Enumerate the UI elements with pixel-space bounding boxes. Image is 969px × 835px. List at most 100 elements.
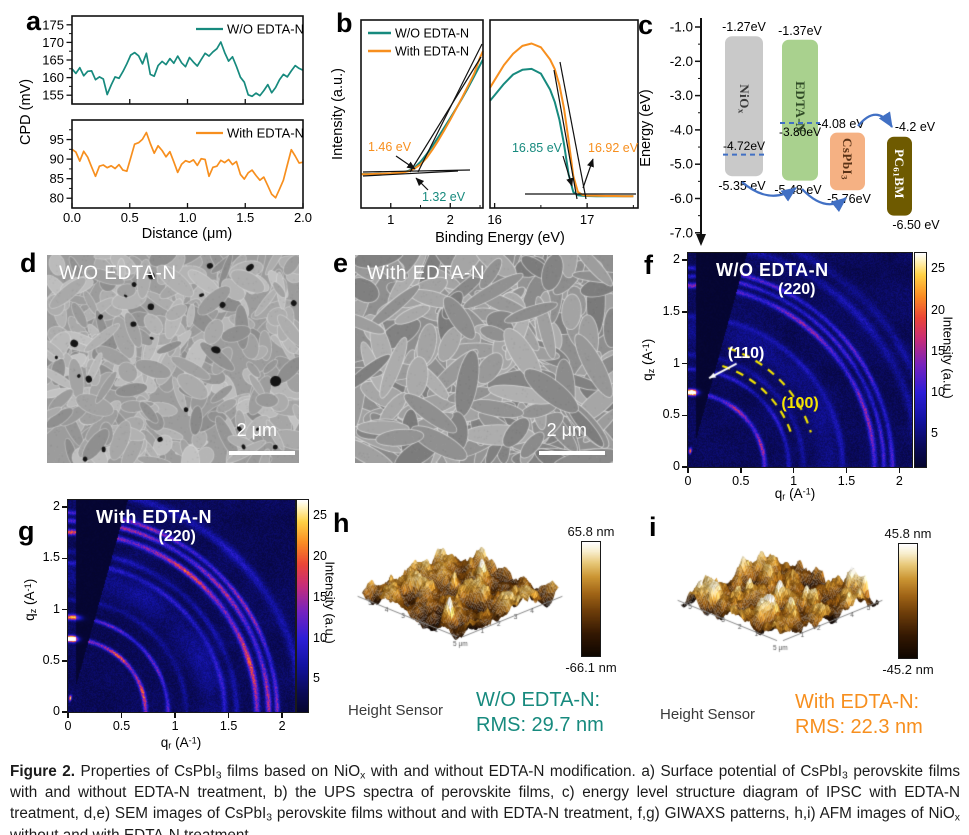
giwaxs-peak-label: (220): [158, 527, 196, 545]
x-tick-label: 16: [487, 212, 501, 227]
x-tick-label: 0.0: [63, 210, 81, 225]
x-tick-label: 1.0: [178, 210, 196, 225]
right-teal-curve: [489, 67, 634, 198]
panel-a-cpd: a 155 160 165 170 175 W/O EDTA-N 80 85 90 95 With …: [0, 0, 330, 248]
y-tick-mark: [682, 414, 687, 417]
colorbar-f: [914, 252, 927, 468]
fit-baseline: [362, 169, 471, 173]
sem-image-wrap-e: With EDTA-N 2 μm: [355, 255, 613, 463]
x-tick-label: 0.5: [112, 719, 131, 733]
sem-overlay-title-e: With EDTA-N: [367, 263, 486, 284]
cbar-tick-label: 5: [313, 671, 320, 686]
x-tick-label: 1.5: [837, 474, 856, 488]
x-tick-label: 1.5: [236, 210, 254, 225]
transfer-arrow: [857, 111, 893, 128]
x-tick-label: 1: [171, 719, 179, 733]
fermi-label: -4.72eV: [723, 139, 765, 153]
energy-tick-label: -7.0: [670, 225, 693, 240]
y-tick-label: 95: [50, 132, 64, 147]
energy-tick-label: -5.0: [670, 157, 693, 172]
axis-arrowhead: [696, 234, 706, 246]
energy-level-diagram: -1.0 -2.0 -3.0 -4.0 -5.0 -6.0 -7.0 Energy (eV) -…: [638, 18, 940, 246]
energy-tick-label: -3.0: [670, 88, 693, 103]
x-axis-label: Distance (μm): [142, 226, 233, 242]
cbar-tick-label: 20: [931, 302, 945, 317]
y-tick-label: 1.5: [662, 303, 680, 318]
x-tick-mark: [281, 713, 283, 718]
legend-label: W/O EDTA-N: [395, 27, 469, 41]
energy-bottom-label: -5.35 eV: [718, 179, 766, 193]
x-tick-mark: [898, 468, 901, 473]
y-tick-label: 2: [53, 499, 60, 514]
energy-bar: [830, 132, 865, 191]
panel-letter-h: h: [333, 508, 350, 538]
y-tick-label: 175: [42, 17, 64, 32]
cbar-tick-label: 20: [313, 549, 327, 564]
y-tick-label: 1: [673, 355, 680, 370]
giwaxs-peak-label: (100): [781, 394, 819, 412]
energy-bar: [725, 36, 763, 177]
height-sensor-label-h: Height Sensor: [348, 702, 444, 719]
giwaxs-peak-label: (220): [778, 281, 816, 299]
y-tick-label: 160: [42, 70, 64, 85]
energy-top-label: -1.37eV: [778, 24, 822, 38]
x-tick-mark: [174, 713, 176, 718]
rms-line1-h: W/O EDTA-N:: [476, 689, 601, 711]
y-tick-label: 170: [42, 35, 64, 50]
left-teal-curve: [360, 59, 484, 176]
energy-top-label: -4.2 eV: [895, 120, 936, 134]
height-sensor-label-i: Height Sensor: [660, 706, 756, 723]
panel-letter-i: i: [649, 512, 657, 542]
cbar-tick-label: 25: [313, 508, 327, 523]
cbar-tick-label: 25: [931, 261, 945, 276]
cbar-tick-label: 15: [931, 343, 945, 358]
rms-line2-h: RMS: 29.7 nm: [476, 714, 604, 736]
afm-3d-image-i: [675, 526, 885, 696]
panel-g-giwaxs: g With EDTA-N (220) qz (A-1) qr (A-1) In…: [0, 495, 345, 762]
panel-letter-c: c: [638, 10, 654, 40]
x-tick-label: 1: [790, 474, 798, 488]
y-tick-mark: [62, 711, 67, 713]
giwaxs-title-f: W/O EDTA-N: [716, 260, 829, 280]
sem-overlay-title-d: W/O EDTA-N: [59, 263, 177, 284]
transfer-arrow: [741, 181, 797, 202]
transfer-arrow: [801, 188, 847, 213]
axes-box: [489, 19, 639, 209]
giwaxs-pattern-g: [67, 499, 296, 713]
height-colorbar-h: [581, 541, 601, 657]
scalebar-label-d: 2 μm: [236, 420, 277, 440]
scalebar-line-d: [229, 451, 295, 455]
fit-slope: [559, 61, 587, 200]
x-tick-label: 0.5: [732, 474, 750, 488]
qr-axis-label-g: qr (A-1): [160, 735, 202, 751]
energy-tick-label: -4.0: [670, 122, 693, 137]
panel-h-afm: h 65.8 nm -66.1 nm Height Sensor W/O EDT…: [330, 500, 650, 762]
giwaxs-title-g: With EDTA-N: [96, 507, 212, 527]
y-tick-mark: [682, 362, 687, 365]
x-tick-mark: [227, 713, 230, 718]
x-axis-label: Binding Energy (eV): [435, 230, 565, 246]
energy-top-label: -4.08 eV: [817, 117, 865, 131]
y-tick-label: 0: [53, 704, 60, 718]
wo-edtan-line: [71, 41, 304, 98]
sem-image-d: [47, 255, 299, 463]
panel-i-afm: i 45.8 nm -45.2 nm Height Sensor With ED…: [645, 500, 969, 762]
x-tick-label: 2: [278, 719, 286, 733]
colorbar-g: [296, 499, 309, 713]
height-min-label-h: -66.1 nm: [565, 660, 617, 675]
energy-tick-label: -2.0: [670, 54, 693, 69]
y-axis-label: CPD (mV): [18, 79, 34, 145]
x-tick-mark: [740, 468, 742, 473]
height-max-label-h: 65.8 nm: [567, 524, 615, 539]
y-tick-label: 80: [50, 191, 64, 206]
y-axis-label: Intensity (a.u.): [330, 68, 346, 160]
y-tick-mark: [62, 557, 67, 560]
giwaxs-image-wrap-f: W/O EDTA-N (220) (110) (100): [687, 252, 913, 468]
energy-bar: [782, 39, 818, 181]
panel-f-giwaxs: f W/O EDTA-N (220) (110) (100) qz (A-1) qr…: [640, 248, 969, 502]
with-edtan-line: [71, 131, 304, 199]
material-name: NiOx: [736, 84, 752, 114]
left-orange-curve: [361, 50, 484, 176]
giwaxs-pattern-f: [687, 252, 913, 468]
x-tick-label: 1.5: [219, 719, 238, 733]
